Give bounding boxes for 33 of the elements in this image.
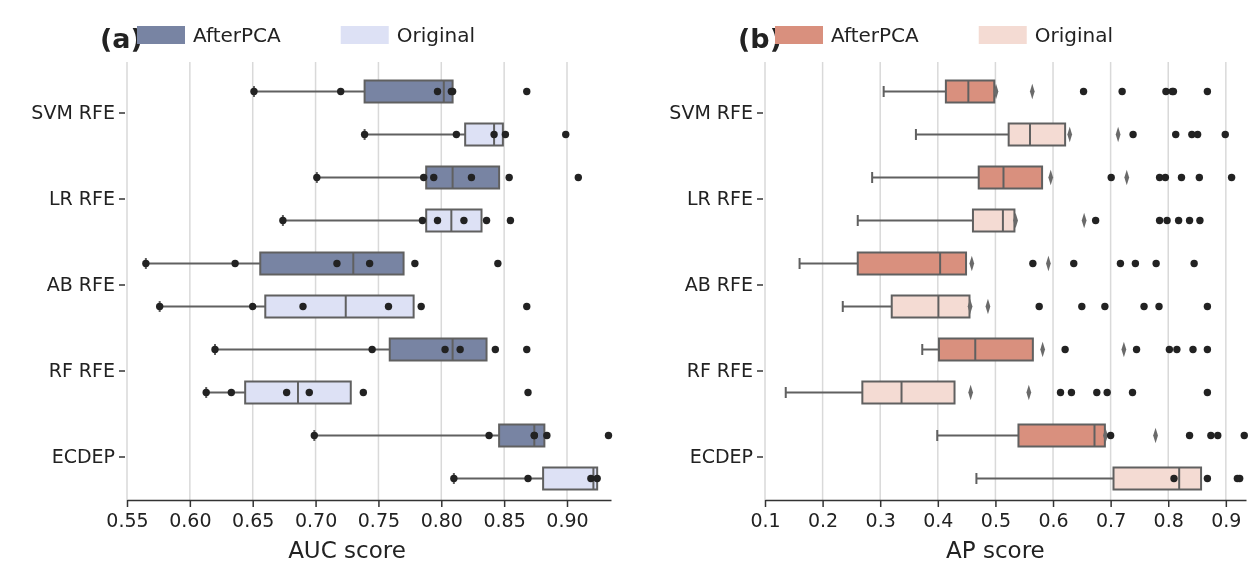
x-tick-label: 0.55 — [106, 509, 149, 532]
x-tick-label: 0.90 — [546, 509, 589, 532]
x-tick-label: 0.3 — [865, 509, 896, 532]
x-tick-label: 0.4 — [923, 509, 954, 532]
legend-label: AfterPCA — [193, 23, 282, 47]
x-tick-label: 0.1 — [750, 509, 781, 532]
y-tick-label: SVM RFE — [669, 101, 753, 124]
x-tick-label: 0.80 — [420, 509, 463, 532]
x-axis-title: AUC score — [288, 537, 406, 563]
x-tick-label: 0.8 — [1153, 509, 1184, 532]
y-tick-label: RF RFE — [48, 359, 115, 382]
x-tick-label: 0.6 — [1038, 509, 1069, 532]
y-tick-label: RF RFE — [686, 359, 753, 382]
y-tick-label: LR RFE — [49, 187, 115, 210]
y-tick-label: SVM RFE — [31, 101, 115, 124]
y-tick-label: AB RFE — [46, 273, 115, 296]
x-axis-title: AP score — [946, 537, 1045, 563]
y-tick-label: AB RFE — [684, 273, 753, 296]
x-tick-label: 0.2 — [808, 509, 839, 532]
x-tick-label: 0.9 — [1211, 509, 1242, 532]
x-tick-label: 0.85 — [483, 509, 526, 532]
y-tick-label: LR RFE — [687, 187, 753, 210]
legend-label: AfterPCA — [831, 23, 920, 47]
y-tick-label: ECDEP — [689, 445, 753, 468]
x-tick-label: 0.7 — [1096, 509, 1127, 532]
legend-label: Original — [1034, 23, 1113, 47]
x-tick-label: 0.70 — [294, 509, 338, 532]
x-tick-label: 0.5 — [980, 509, 1012, 532]
x-tick-label: 0.75 — [357, 509, 401, 532]
x-tick-label: 0.60 — [169, 509, 212, 532]
legend-label: Original — [396, 23, 475, 47]
y-tick-label: ECDEP — [51, 445, 115, 468]
x-tick-label: 0.65 — [232, 509, 275, 532]
